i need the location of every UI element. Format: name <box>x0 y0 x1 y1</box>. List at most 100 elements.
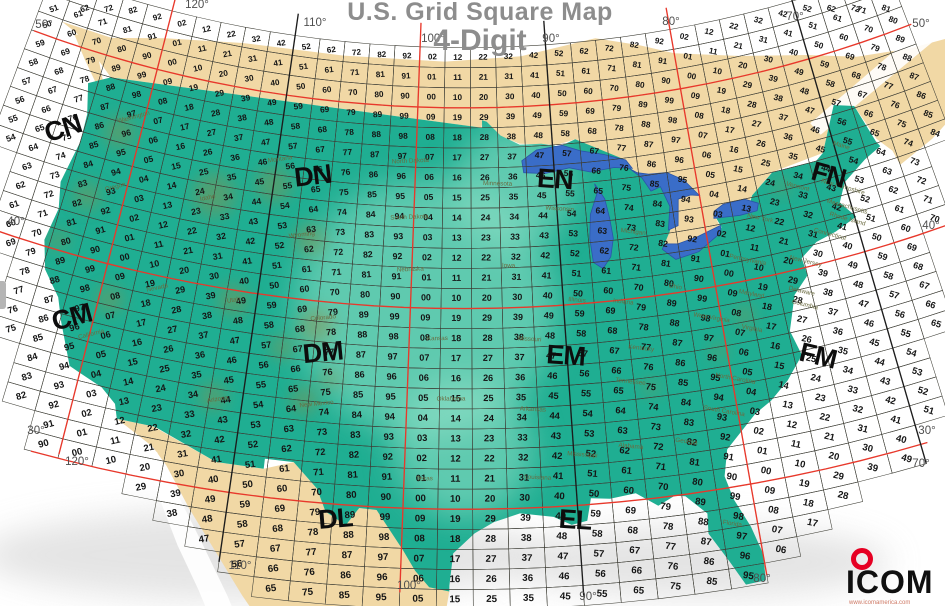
grid-cell-label: 76 <box>6 303 19 316</box>
grid-cell-label: 85 <box>32 332 45 344</box>
grid-cell-label: 17 <box>450 554 461 565</box>
grid-cell-label: 84 <box>351 409 363 420</box>
grid-cell-label: 76 <box>67 111 79 123</box>
grid-cell-label: 58 <box>27 56 39 69</box>
grid-cell-label: 49 <box>900 452 913 465</box>
grid-cell-label: 96 <box>376 572 388 584</box>
meridian-line-80 <box>665 7 768 576</box>
grid-cell-label: 00 <box>415 493 426 504</box>
grid-cell-label: 18 <box>453 132 463 142</box>
grid-cell-label: 06 <box>775 544 788 557</box>
grid-cell-label: 65 <box>930 317 943 330</box>
grid-cell-label: 79 <box>85 54 97 66</box>
grid-cell-label: 10 <box>192 63 203 74</box>
grid-cell-label: 20 <box>178 264 190 276</box>
grid-cell-label: 02 <box>753 424 765 437</box>
lake-superior <box>521 144 634 175</box>
grid-cell-label: 59 <box>590 508 602 520</box>
grid-cell-label: 84 <box>680 397 692 408</box>
grid-cell-label: 89 <box>666 297 677 308</box>
grid-cell-label: 90 <box>726 471 738 484</box>
grid-cell-label: 27 <box>751 118 763 130</box>
grid-cell-label: 94 <box>713 392 726 404</box>
grid-cell-label: 96 <box>674 154 685 165</box>
grid-cell-label: 99 <box>664 94 675 105</box>
grid-cell-label: 45 <box>560 591 572 603</box>
grid-cell-label: 81 <box>122 24 134 35</box>
grid-cell-label: 88 <box>357 329 368 340</box>
grid-cell-label: 17 <box>806 517 819 530</box>
grid-cell-label: 54 <box>279 200 290 211</box>
grid-cell-label: 97 <box>735 530 747 543</box>
grid-cell-label: 67 <box>46 84 58 97</box>
grid-cell-label: 57 <box>288 140 299 151</box>
grid-cell-label: 62 <box>79 3 91 15</box>
state-label: Montana <box>267 154 293 164</box>
grid-cell-label: 32 <box>753 15 764 26</box>
grid-cell-label: 76 <box>889 98 901 111</box>
grid-cell-label: 13 <box>450 433 460 443</box>
grid-cell-label: 13 <box>118 395 130 407</box>
grid-cell-label: 35 <box>787 150 799 162</box>
grid-cell-label: 64 <box>27 141 39 154</box>
grid-cell-label: 53 <box>911 365 924 378</box>
grid-cell-label: 38 <box>166 507 179 520</box>
grid-cell-label: 52 <box>570 248 581 259</box>
grid-cell-label: 93 <box>393 231 403 241</box>
grid-cell-label: 57 <box>888 289 901 301</box>
state-label: Arkansas <box>520 405 547 413</box>
grid-cell-label: 37 <box>198 329 210 341</box>
grid-cell-label: 38 <box>822 286 834 298</box>
grid-cell-label: 11 <box>109 435 121 448</box>
grid-cell-label: 90 <box>89 243 101 255</box>
state-label: Wisconsin <box>545 204 575 213</box>
grid-cell-label: 53 <box>584 428 595 439</box>
grid-cell-label: 40 <box>270 78 281 88</box>
grid-cell-label: 98 <box>398 130 408 140</box>
grid-cell-label: 17 <box>179 121 191 133</box>
longitude-label: 120° <box>65 456 89 468</box>
grid-cell-label: 74 <box>648 401 660 412</box>
grid-cell-label: 16 <box>131 336 143 348</box>
grid-cell-label: 95 <box>742 570 755 583</box>
grid-cell-label: 97 <box>703 332 715 344</box>
grid-cell-label: 08 <box>730 307 742 319</box>
grid-cell-label: 35 <box>226 171 237 183</box>
grid-cell-label: 72 <box>333 247 344 258</box>
grid-cell-label: 34 <box>509 211 519 221</box>
grid-cell-label: 01 <box>719 248 731 260</box>
grid-cell-label: 31 <box>856 422 869 435</box>
grid-cell-label: 32 <box>215 231 226 243</box>
grid-cell-label: 61 <box>73 8 85 20</box>
grid-cell-label: 78 <box>326 327 337 338</box>
grid-cell-label: 66 <box>290 363 301 374</box>
grid-cell-label: 72 <box>315 446 326 458</box>
grid-cell-label: 38 <box>521 533 533 544</box>
grid-cell-label: 81 <box>880 3 892 15</box>
grid-cell-label: 16 <box>451 373 461 383</box>
grid-cell-label: 41 <box>541 270 551 281</box>
grid-cell-label: 97 <box>126 108 138 120</box>
state-label: Kansas <box>427 335 448 342</box>
grid-cell-label: 89 <box>110 62 122 74</box>
grid-cell-label: 23 <box>151 402 163 414</box>
grid-cell-label: 51 <box>48 3 60 15</box>
grid-cell-label: 41 <box>836 220 848 232</box>
grid-cell-label: 03 <box>712 208 724 220</box>
grid-cell-label: 75 <box>896 117 908 130</box>
grid-cell-label: 36 <box>832 325 844 337</box>
latitude-label: 30° <box>27 425 44 437</box>
grid-cell-label: 60 <box>623 485 635 497</box>
grid-cell-label: 25 <box>158 363 170 375</box>
grid-cell-label: 60 <box>276 483 288 495</box>
grid-cell-label: 24 <box>194 186 206 198</box>
grid-cell-label: 76 <box>667 561 680 573</box>
grid-cell-label: 51 <box>244 459 256 471</box>
grid-cell-label: 67 <box>856 88 868 101</box>
grid-cell-label: 64 <box>308 204 319 215</box>
grid-cell-label: 23 <box>484 433 495 443</box>
grid-cell-label: 71 <box>607 63 618 73</box>
grid-cell-label: 09 <box>420 312 430 322</box>
grid-cell-label: 00 <box>723 267 735 279</box>
field-label-EM: EM <box>546 339 586 372</box>
